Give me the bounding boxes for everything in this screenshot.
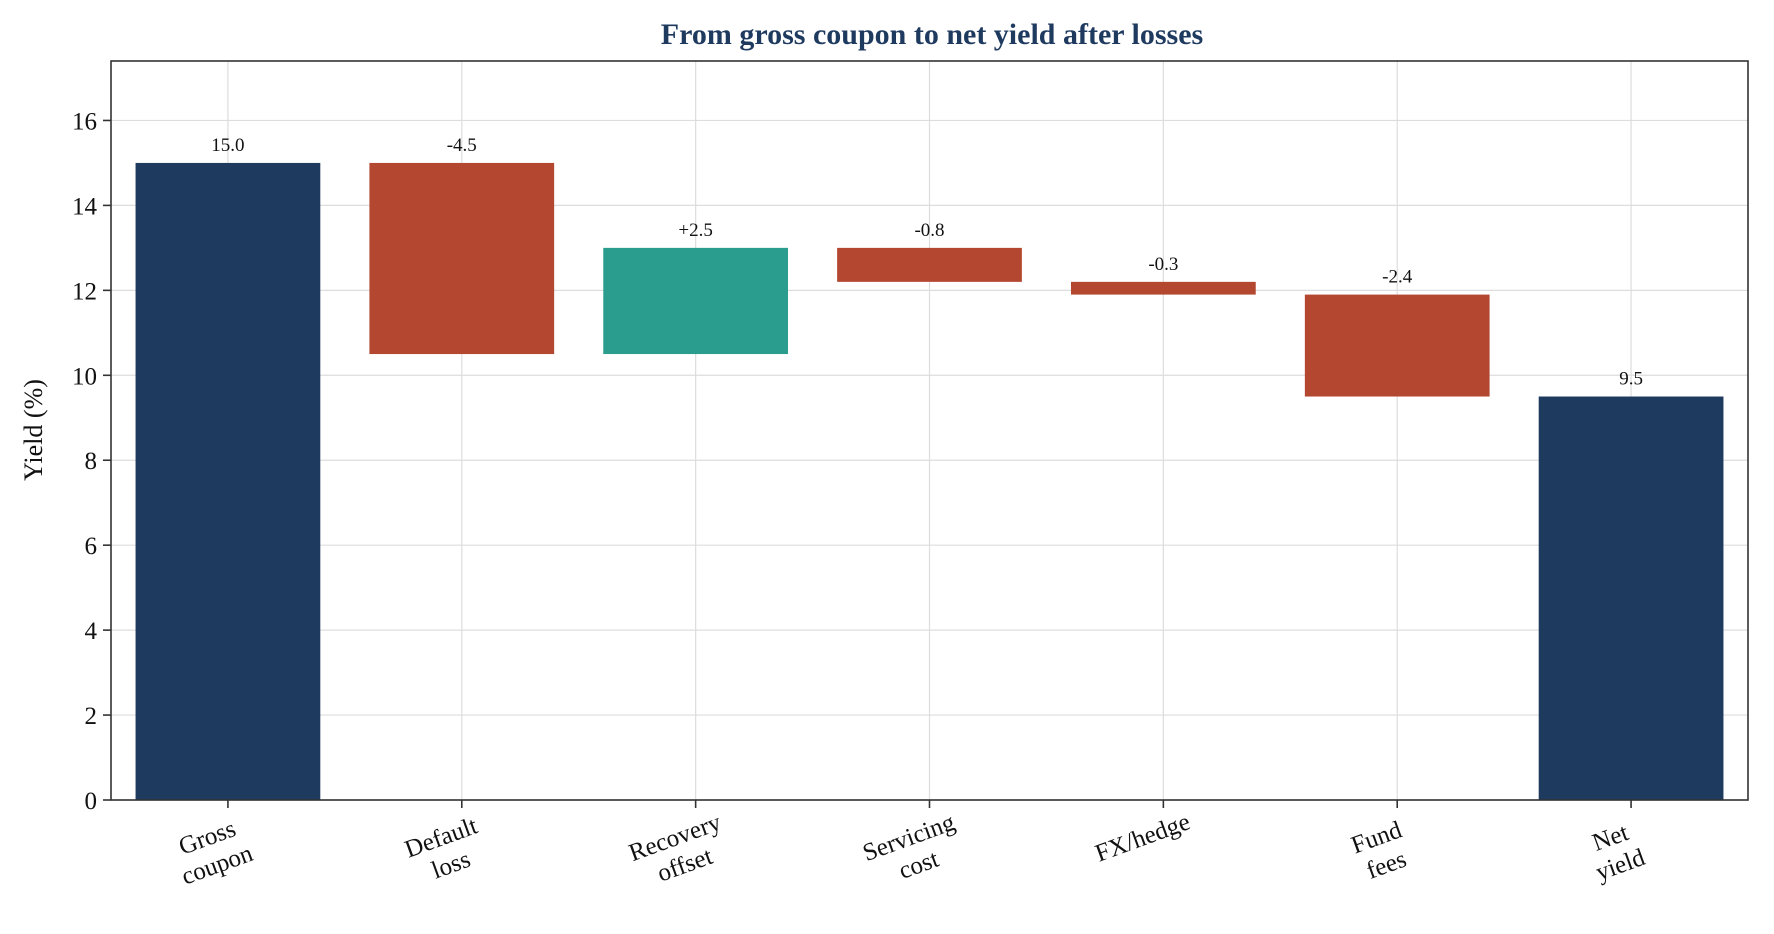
bar-value-label: -2.4: [1382, 267, 1413, 288]
y-tick-label: 2: [85, 703, 98, 730]
x-tick-label: Recoveryoffset: [625, 809, 735, 895]
chart-title: From gross coupon to net yield after los…: [661, 18, 1203, 51]
grid-lines: [111, 61, 1748, 801]
y-tick-label: 0: [85, 788, 98, 815]
y-axis-label: Yield (%): [19, 379, 48, 481]
y-tick-label: 6: [85, 533, 98, 560]
y-tick-label: 14: [72, 193, 98, 220]
y-tick-label: 16: [72, 108, 97, 135]
bar-value-label: -0.8: [914, 220, 944, 241]
y-axis: 0 2 4 6 8 10 12 14 16: [72, 108, 111, 815]
waterfall-bar: [135, 162, 321, 800]
waterfall-bar: [1538, 396, 1724, 800]
bar-value-label: +2.5: [678, 220, 712, 241]
bar-value-label: -4.5: [447, 135, 477, 156]
y-tick-label: 4: [85, 618, 98, 645]
bar-value-label: 15.0: [211, 135, 244, 156]
x-tick-label: Grosscoupon: [168, 813, 257, 891]
waterfall-bar: [603, 247, 789, 355]
data-labels: 15.0 -4.5 +2.5 -0.8 -0.3 -2.4 9.5: [211, 135, 1643, 390]
x-tick-label: Defaultloss: [401, 812, 491, 890]
waterfall-bar: [837, 247, 1022, 282]
bar-value-label: 9.5: [1619, 369, 1643, 390]
y-tick-label: 10: [72, 363, 97, 390]
waterfall-bar: [369, 162, 555, 355]
x-tick-label: Fundfees: [1348, 816, 1416, 886]
waterfall-bar: [1304, 294, 1490, 397]
x-tick-label: Servicingcost: [859, 809, 969, 895]
x-tick-label-line: FX/hedge: [1092, 808, 1194, 867]
y-tick-label: 12: [72, 278, 97, 305]
bars: [135, 162, 1724, 800]
x-tick-label: Netyield: [1582, 817, 1649, 887]
waterfall-bar: [1070, 281, 1256, 295]
x-tick-label: FX/hedge: [1092, 808, 1194, 867]
bar-value-label: -0.3: [1148, 254, 1178, 275]
x-axis: Grosscoupon Defaultloss Recoveryoffset Serv…: [168, 800, 1649, 895]
y-tick-label: 8: [85, 448, 98, 475]
